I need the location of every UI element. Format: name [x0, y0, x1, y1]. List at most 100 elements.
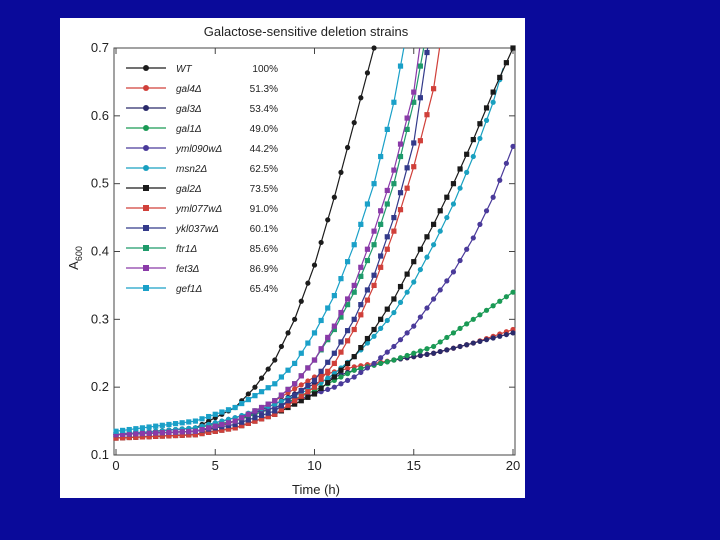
- data-point: [179, 429, 185, 435]
- data-point: [153, 423, 159, 429]
- legend-percent: 86.9%: [250, 264, 278, 275]
- data-point: [424, 254, 430, 260]
- legend-marker: [143, 205, 149, 211]
- data-point: [351, 374, 357, 380]
- data-point: [371, 228, 377, 234]
- data-point: [311, 377, 318, 383]
- data-point: [311, 330, 318, 336]
- data-point: [126, 426, 132, 433]
- data-point: [457, 257, 463, 264]
- x-tick-label: 0: [112, 458, 119, 473]
- data-point: [444, 278, 450, 284]
- data-point: [278, 398, 285, 404]
- data-point: [292, 360, 298, 367]
- legend-item: WT 100%: [126, 64, 278, 75]
- data-point: [305, 394, 311, 400]
- data-point: [305, 365, 311, 371]
- data-point: [344, 328, 351, 334]
- data-point: [139, 430, 146, 437]
- data-point: [351, 326, 357, 333]
- data-point: [490, 303, 496, 309]
- data-point: [384, 201, 390, 207]
- data-point: [417, 95, 423, 101]
- data-point: [483, 117, 490, 123]
- data-point: [252, 415, 258, 421]
- data-point: [391, 309, 397, 316]
- data-point: [153, 430, 159, 436]
- data-point: [206, 429, 212, 435]
- data-point: [331, 194, 337, 200]
- data-point: [166, 429, 172, 435]
- data-point: [490, 194, 496, 200]
- axis-ticks: 0 5 10 15 20 0.1 0.2 0.3 0.4 0.5 0.6 0.7: [91, 40, 520, 473]
- data-point: [331, 374, 337, 380]
- data-point: [477, 121, 483, 127]
- data-point: [285, 367, 291, 373]
- legend-percent: 85.6%: [250, 244, 278, 255]
- data-point: [483, 208, 490, 214]
- legend-marker: [143, 285, 149, 291]
- legend-label: gal3Δ: [176, 104, 202, 115]
- data-point: [378, 253, 384, 259]
- data-point: [318, 317, 324, 324]
- data-point: [325, 386, 331, 393]
- data-point: [464, 246, 470, 252]
- data-point: [431, 221, 437, 227]
- legend-label: gal4Δ: [176, 84, 202, 95]
- data-point: [470, 316, 476, 322]
- data-point: [331, 350, 337, 356]
- data-point: [444, 194, 450, 200]
- data-point: [325, 334, 331, 341]
- data-point: [232, 425, 238, 431]
- data-point: [470, 153, 476, 160]
- data-point: [364, 335, 371, 342]
- data-point: [431, 86, 437, 92]
- series: [113, 47, 405, 434]
- data-point: [364, 340, 371, 346]
- legend-marker: [143, 185, 149, 191]
- legend-percent: 51.3%: [250, 84, 278, 95]
- legend-marker: [143, 105, 149, 111]
- data-point: [331, 326, 337, 333]
- data-point: [364, 201, 371, 207]
- data-point: [397, 355, 404, 361]
- data-point: [397, 190, 404, 196]
- data-point: [431, 350, 437, 356]
- data-point: [318, 385, 324, 391]
- data-point: [411, 259, 417, 265]
- data-point: [146, 434, 152, 440]
- data-point: [437, 208, 443, 214]
- data-point: [252, 418, 258, 424]
- data-point: [470, 235, 476, 241]
- data-point: [510, 330, 516, 336]
- data-point: [245, 411, 251, 417]
- data-point: [166, 433, 172, 439]
- data-point: [265, 413, 271, 420]
- data-point: [219, 421, 225, 428]
- data-point: [199, 430, 205, 437]
- legend-marker: [143, 145, 149, 151]
- data-point: [232, 418, 238, 424]
- data-point: [371, 282, 377, 289]
- data-point: [450, 330, 457, 336]
- data-point: [437, 287, 443, 293]
- data-point: [265, 366, 271, 372]
- data-series: [113, 45, 516, 441]
- y-tick-label: 0.5: [91, 176, 109, 191]
- data-point: [417, 348, 423, 354]
- data-point: [325, 368, 331, 374]
- data-point: [338, 169, 344, 175]
- data-point: [391, 99, 397, 105]
- data-point: [292, 401, 298, 407]
- data-point: [285, 398, 291, 404]
- data-point: [510, 45, 516, 51]
- data-point: [404, 115, 410, 121]
- data-point: [351, 316, 357, 322]
- y-axis-label: A600: [66, 246, 84, 270]
- data-point: [311, 262, 318, 268]
- data-point: [305, 389, 311, 395]
- data-point: [258, 404, 265, 411]
- data-point: [239, 419, 245, 425]
- data-point: [378, 316, 384, 322]
- data-point: [292, 386, 298, 392]
